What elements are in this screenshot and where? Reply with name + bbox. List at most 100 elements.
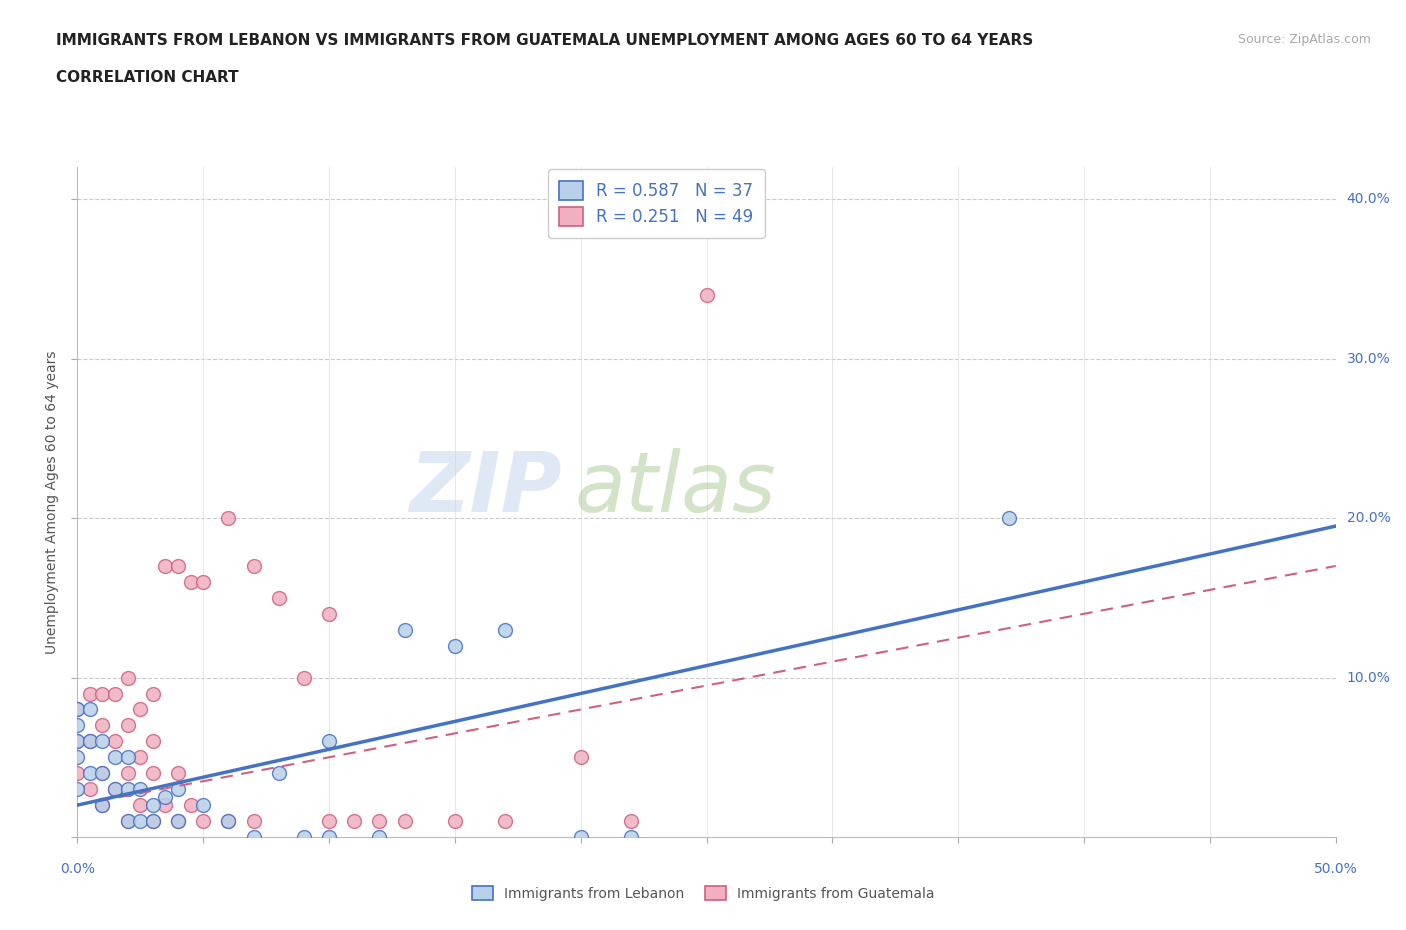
Point	[569, 830, 592, 844]
Point	[620, 814, 643, 829]
Legend: R = 0.587   N = 37, R = 0.251   N = 49: R = 0.587 N = 37, R = 0.251 N = 49	[547, 169, 765, 237]
Point	[91, 734, 114, 749]
Point	[117, 765, 139, 780]
Point	[167, 559, 190, 574]
Point	[368, 814, 391, 829]
Point	[142, 734, 165, 749]
Point	[191, 798, 215, 813]
Point	[129, 702, 152, 717]
Point	[66, 702, 89, 717]
Point	[167, 814, 190, 829]
Point	[104, 782, 127, 797]
Point	[91, 686, 114, 701]
Point	[79, 734, 101, 749]
Point	[343, 814, 366, 829]
Point	[180, 798, 202, 813]
Point	[66, 750, 89, 764]
Point	[292, 830, 315, 844]
Point	[104, 750, 127, 764]
Text: 10.0%: 10.0%	[1347, 671, 1391, 684]
Point	[267, 591, 290, 605]
Point	[696, 287, 718, 302]
Point	[129, 750, 152, 764]
Point	[155, 790, 177, 804]
Point	[318, 606, 340, 621]
Text: IMMIGRANTS FROM LEBANON VS IMMIGRANTS FROM GUATEMALA UNEMPLOYMENT AMONG AGES 60 : IMMIGRANTS FROM LEBANON VS IMMIGRANTS FR…	[56, 33, 1033, 47]
Point	[66, 782, 89, 797]
Text: CORRELATION CHART: CORRELATION CHART	[56, 70, 239, 85]
Point	[104, 734, 127, 749]
Point	[129, 782, 152, 797]
Point	[191, 814, 215, 829]
Point	[191, 575, 215, 590]
Point	[129, 814, 152, 829]
Point	[66, 765, 89, 780]
Point	[66, 702, 89, 717]
Point	[104, 686, 127, 701]
Point	[155, 798, 177, 813]
Point	[117, 814, 139, 829]
Text: 40.0%: 40.0%	[1347, 193, 1391, 206]
Point	[91, 718, 114, 733]
Point	[142, 686, 165, 701]
Point	[142, 814, 165, 829]
Point	[79, 702, 101, 717]
Point	[444, 814, 467, 829]
Point	[117, 782, 139, 797]
Point	[79, 686, 101, 701]
Point	[494, 622, 516, 637]
Point	[104, 782, 127, 797]
Point	[444, 638, 467, 653]
Point	[91, 798, 114, 813]
Text: atlas: atlas	[575, 448, 776, 529]
Point	[117, 671, 139, 685]
Point	[117, 814, 139, 829]
Text: 50.0%: 50.0%	[1313, 862, 1358, 876]
Point	[267, 765, 290, 780]
Point	[242, 814, 264, 829]
Point	[394, 814, 416, 829]
Point	[217, 814, 239, 829]
Point	[620, 830, 643, 844]
Point	[117, 750, 139, 764]
Point	[66, 734, 89, 749]
Legend: Immigrants from Lebanon, Immigrants from Guatemala: Immigrants from Lebanon, Immigrants from…	[467, 881, 939, 907]
Point	[242, 559, 264, 574]
Point	[117, 718, 139, 733]
Point	[217, 814, 239, 829]
Text: Source: ZipAtlas.com: Source: ZipAtlas.com	[1237, 33, 1371, 46]
Point	[242, 830, 264, 844]
Y-axis label: Unemployment Among Ages 60 to 64 years: Unemployment Among Ages 60 to 64 years	[45, 351, 59, 654]
Text: 20.0%: 20.0%	[1347, 512, 1391, 525]
Point	[318, 830, 340, 844]
Text: 30.0%: 30.0%	[1347, 352, 1391, 365]
Point	[318, 734, 340, 749]
Point	[79, 782, 101, 797]
Point	[167, 782, 190, 797]
Point	[66, 718, 89, 733]
Text: 0.0%: 0.0%	[60, 862, 94, 876]
Point	[292, 671, 315, 685]
Point	[142, 814, 165, 829]
Point	[66, 734, 89, 749]
Point	[79, 765, 101, 780]
Point	[368, 830, 391, 844]
Point	[167, 814, 190, 829]
Point	[91, 765, 114, 780]
Point	[91, 765, 114, 780]
Point	[79, 734, 101, 749]
Point	[180, 575, 202, 590]
Point	[997, 511, 1019, 525]
Point	[394, 622, 416, 637]
Point	[167, 765, 190, 780]
Point	[142, 765, 165, 780]
Point	[129, 798, 152, 813]
Point	[318, 814, 340, 829]
Point	[494, 814, 516, 829]
Point	[142, 798, 165, 813]
Point	[155, 559, 177, 574]
Point	[569, 750, 592, 764]
Text: ZIP: ZIP	[409, 448, 562, 529]
Point	[217, 511, 239, 525]
Point	[91, 798, 114, 813]
